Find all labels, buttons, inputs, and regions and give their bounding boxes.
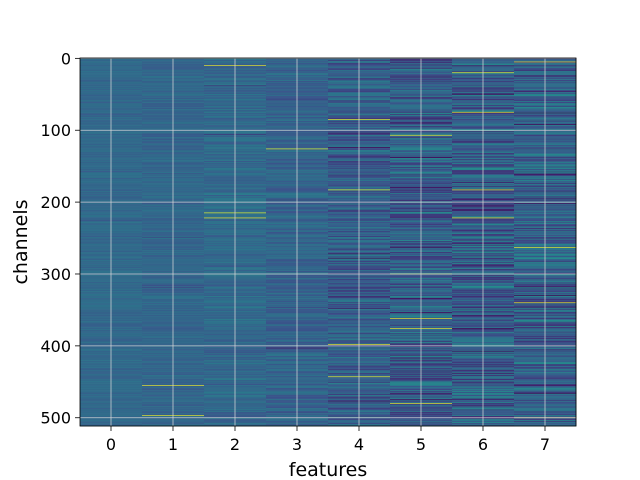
x-tick-label: 5: [416, 435, 426, 454]
plot-area: [80, 58, 577, 427]
y-axis: 0 100 200 300 400 500: [40, 49, 80, 428]
y-axis-label: channels: [10, 199, 32, 284]
x-tick-label: 7: [540, 435, 550, 454]
x-tick-label: 6: [478, 435, 488, 454]
x-axis: 0 1 2 3 4 5 6 7: [106, 426, 550, 454]
x-tick-label: 1: [168, 435, 178, 454]
grid-lines: [80, 57, 576, 426]
y-tick-label: 0: [61, 49, 71, 68]
y-tick-label: 300: [40, 265, 71, 284]
y-tick-label: 400: [40, 337, 71, 356]
plot-frame: [79, 57, 577, 427]
x-axis-label: features: [289, 459, 368, 480]
x-tick-label: 4: [354, 435, 364, 454]
x-tick-label: 0: [106, 435, 116, 454]
y-tick-label: 200: [40, 193, 71, 212]
x-tick-label: 3: [292, 435, 302, 454]
x-tick-label: 2: [230, 435, 240, 454]
y-tick-label: 500: [40, 409, 71, 428]
y-tick-label: 100: [40, 121, 71, 140]
